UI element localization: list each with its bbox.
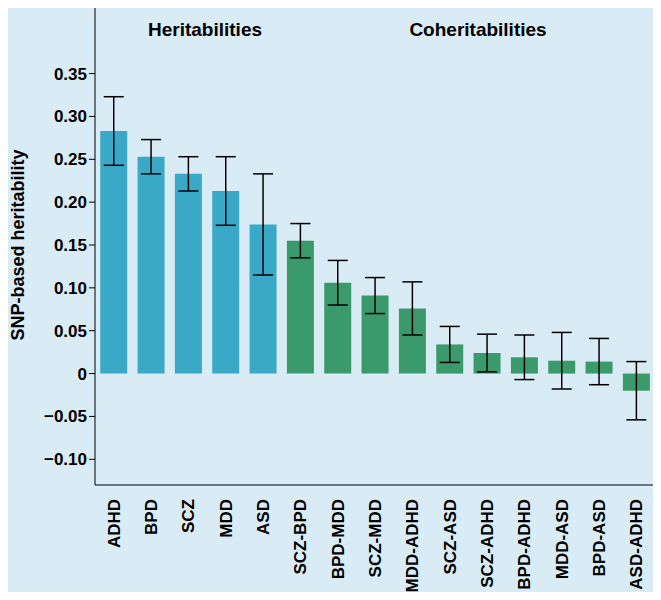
svg-text:0.15: 0.15 — [54, 236, 87, 255]
svg-text:BPD: BPD — [142, 499, 161, 535]
svg-text:BPD-ASD: BPD-ASD — [590, 499, 609, 576]
svg-text:MDD: MDD — [217, 499, 236, 538]
html-text:Coheritabilities: Coheritabilities — [409, 19, 547, 40]
html-text:SNP-based heritability: SNP-based heritability — [7, 149, 28, 341]
svg-text:0: 0 — [78, 365, 87, 384]
svg-text:BPD-ADHD: BPD-ADHD — [515, 499, 534, 590]
svg-text:−0.10: −0.10 — [44, 450, 87, 469]
svg-text:SCZ-MDD: SCZ-MDD — [366, 499, 385, 577]
svg-text:0.20: 0.20 — [54, 193, 87, 212]
svg-text:MDD-ADHD: MDD-ADHD — [403, 499, 422, 592]
svg-text:0.05: 0.05 — [54, 322, 87, 341]
svg-text:ADHD: ADHD — [105, 499, 124, 548]
svg-text:0.35: 0.35 — [54, 65, 87, 84]
svg-text:ASD-ADHD: ASD-ADHD — [627, 499, 646, 590]
svg-text:0.10: 0.10 — [54, 279, 87, 298]
svg-text:−0.05: −0.05 — [44, 407, 87, 426]
svg-text:0.25: 0.25 — [54, 150, 87, 169]
svg-text:SCZ: SCZ — [179, 499, 198, 533]
svg-text:ASD: ASD — [254, 499, 273, 535]
svg-text:MDD-ASD: MDD-ASD — [553, 499, 572, 579]
svg-text:SCZ-ASD: SCZ-ASD — [441, 499, 460, 575]
svg-text:0.30: 0.30 — [54, 107, 87, 126]
svg-text:SCZ-BPD: SCZ-BPD — [291, 499, 310, 575]
svg-text:BPD-MDD: BPD-MDD — [329, 499, 348, 579]
html-text:Heritabilities: Heritabilities — [148, 19, 262, 40]
svg-text:SCZ-ADHD: SCZ-ADHD — [478, 499, 497, 588]
